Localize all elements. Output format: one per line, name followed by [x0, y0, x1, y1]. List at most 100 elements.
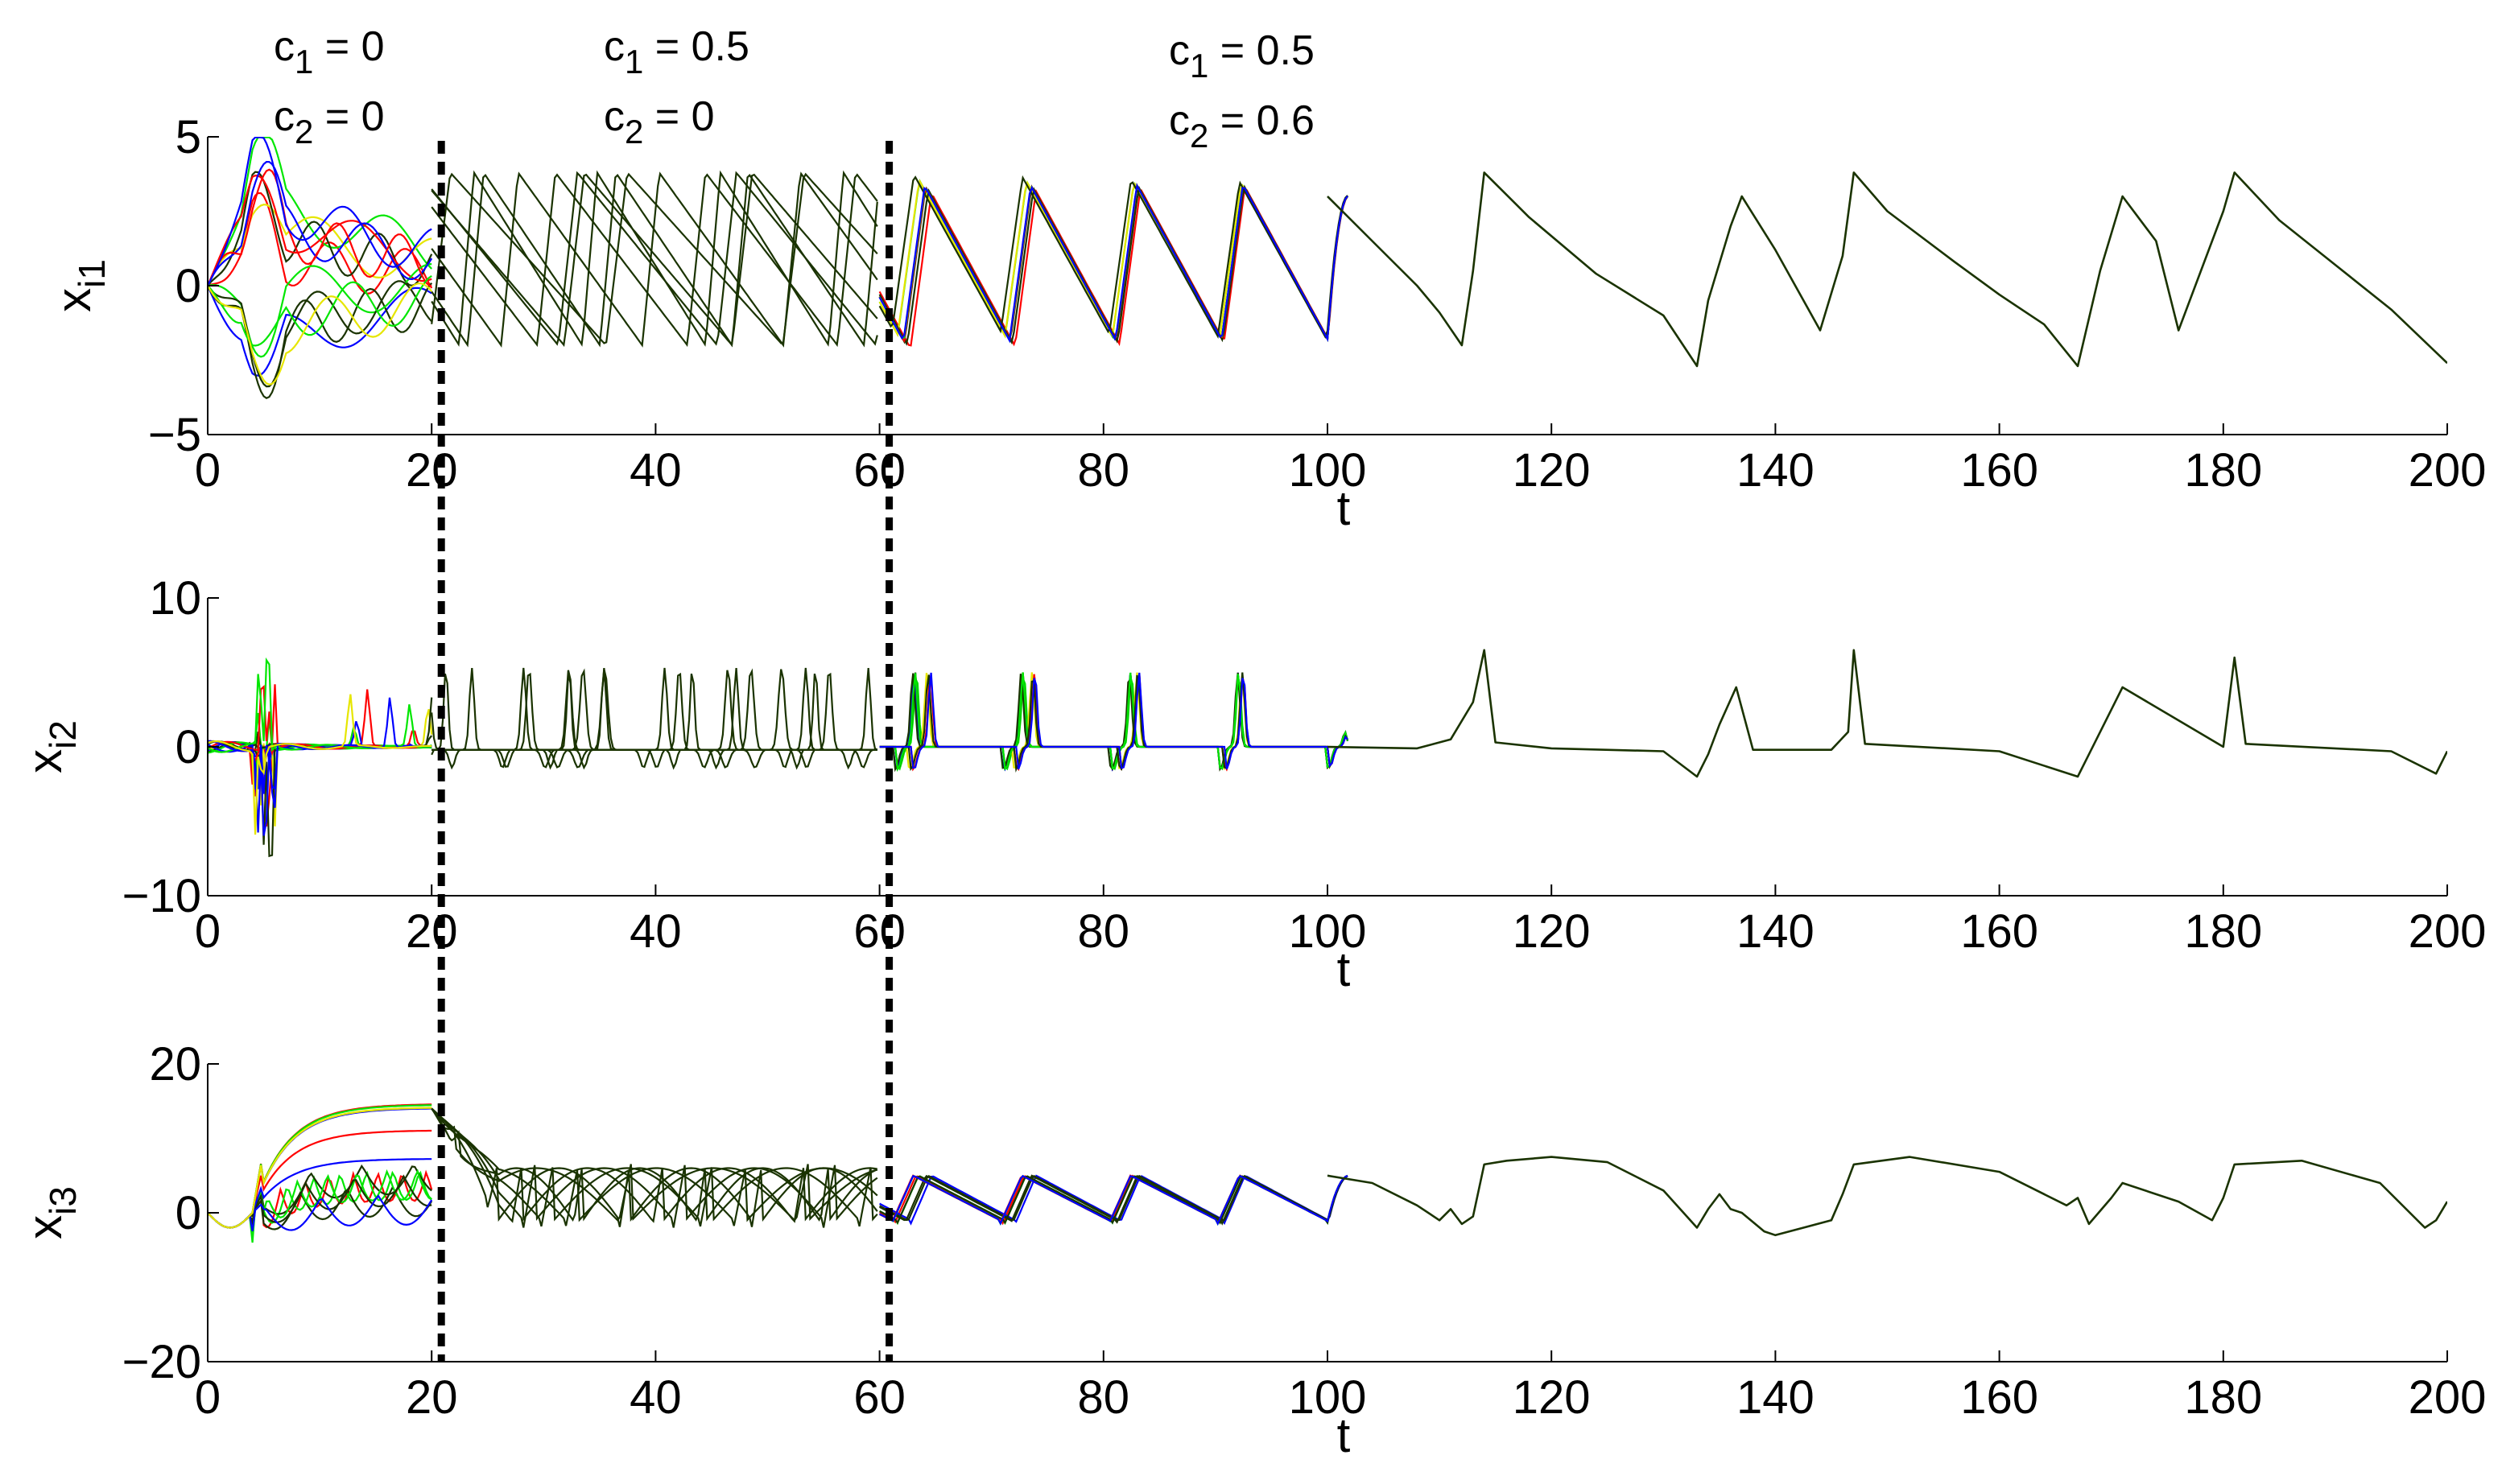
coupling-annotation: c1 = 0 c2 = 0: [274, 23, 385, 150]
trajectory-late: [878, 179, 1348, 339]
x-tick-label: 200: [2409, 1371, 2487, 1424]
synchronized-trace: [1327, 649, 2447, 778]
trajectory-mid: [431, 1107, 878, 1226]
trajectory-early: [208, 1129, 432, 1229]
y-tick-label: 20: [149, 1038, 201, 1090]
x-tick-label: 180: [2184, 1371, 2262, 1424]
x-tick-label: 80: [1078, 1371, 1130, 1424]
trajectory-late: [879, 674, 1348, 772]
x-tick-label: 0: [195, 905, 221, 958]
trajectory-early: [208, 1107, 432, 1229]
synchronized-trace: [1327, 1156, 2447, 1237]
x-tick-label: 100: [1289, 444, 1367, 497]
trajectory-late: [879, 672, 1349, 772]
x-axis-label: t: [1337, 1408, 1351, 1462]
svg-text:xi2: xi2: [18, 720, 84, 773]
trajectory-late: [879, 1174, 1348, 1226]
trajectory-late: [878, 184, 1348, 346]
trajectory-mid: [431, 173, 878, 348]
trace-group: [208, 137, 2447, 399]
trajectory-mid: [431, 172, 878, 344]
coupling-label: c2 = 0: [604, 93, 715, 150]
annotations: c1 = 0 c2 = 0 c1 = 0.5 c2 = 0 c1 = 0.5 c2 = 0…: [274, 23, 1315, 155]
trajectory-mid: [431, 673, 877, 770]
trajectory-early: [208, 1107, 432, 1229]
trajectory-late: [879, 1174, 1348, 1226]
trajectory-mid: [431, 670, 877, 769]
trajectory-mid: [431, 668, 877, 769]
trajectory-early: [208, 1194, 433, 1231]
trajectory-mid: [431, 173, 878, 348]
trajectory-early: [208, 709, 433, 827]
trajectory-late: [879, 672, 1348, 770]
y-axis-label: xi2: [18, 720, 84, 773]
x-tick-label: 180: [2184, 444, 2262, 497]
x-tick-label: 140: [1736, 1371, 1815, 1424]
x-tick-label: 160: [1960, 905, 2038, 958]
y-tick-label: 0: [175, 721, 201, 773]
trajectory-early: [208, 689, 432, 827]
x-tick-label: 140: [1736, 444, 1815, 497]
x-tick-label: 0: [195, 1371, 221, 1424]
x-tick-label: 80: [1078, 905, 1130, 958]
x-axis-label: t: [1337, 942, 1351, 996]
trajectory-late: [879, 672, 1349, 773]
trajectory-mid: [431, 173, 878, 348]
x-tick-label: 200: [2409, 444, 2487, 497]
trajectory-late: [878, 183, 1348, 344]
trajectory-early: [208, 280, 433, 388]
trajectory-early: [208, 282, 433, 385]
synchronized-trace: [1327, 171, 2447, 368]
y-tick-label: −20: [122, 1336, 201, 1388]
trajectory-mid: [431, 1107, 878, 1227]
svg-text:xi3: xi3: [18, 1186, 84, 1239]
trajectory-late: [878, 184, 1348, 344]
trajectory-late: [879, 672, 1348, 770]
trajectory-early: [208, 1169, 432, 1243]
x-tick-label: 160: [1960, 1371, 2038, 1424]
y-axis-label: xi1: [47, 259, 113, 312]
trajectory-late: [879, 672, 1349, 773]
trajectory-late: [879, 672, 1348, 773]
coupling-label: c1 = 0.5: [604, 23, 749, 80]
y-tick-label: 10: [149, 572, 201, 625]
coupling-label: c1 = 0.5: [1169, 27, 1315, 85]
trajectory-early: [208, 160, 433, 286]
x-tick-label: 120: [1513, 905, 1591, 958]
trajectory-early: [208, 684, 432, 752]
coupling-annotation: c1 = 0.5 c2 = 0.6: [1169, 27, 1315, 155]
trajectory-early: [208, 274, 432, 347]
trajectory-early: [208, 697, 432, 836]
trajectory-early: [208, 285, 432, 377]
trajectory-mid: [431, 1107, 878, 1222]
trajectory-late: [879, 674, 1348, 772]
trajectory-late: [879, 677, 1349, 771]
x-tick-label: 120: [1513, 1371, 1591, 1424]
x-tick-label: 60: [853, 444, 906, 497]
coupling-label: c2 = 0.6: [1169, 97, 1315, 155]
x-tick-label: 20: [406, 444, 458, 497]
trajectory-late: [878, 183, 1348, 344]
trajectory-early: [208, 1107, 432, 1229]
x-tick-label: 20: [406, 1371, 458, 1424]
trace-group: [208, 649, 2447, 858]
trajectory-mid: [431, 667, 877, 769]
trajectory-early: [208, 174, 432, 286]
coupling-label: c1 = 0: [274, 23, 385, 80]
y-tick-label: 0: [175, 260, 201, 312]
x-tick-label: 200: [2409, 905, 2487, 958]
coupling-label: c2 = 0: [274, 93, 385, 150]
x-tick-label: 100: [1289, 905, 1367, 958]
trajectory-late: [879, 672, 1349, 772]
trajectory-early: [208, 697, 433, 858]
x-tick-label: 160: [1960, 444, 2038, 497]
x-tick-label: 0: [195, 444, 221, 497]
x-tick-label: 40: [630, 1371, 682, 1424]
y-tick-label: 0: [175, 1187, 201, 1239]
x-tick-label: 40: [630, 905, 682, 958]
x-tick-label: 20: [406, 905, 458, 958]
